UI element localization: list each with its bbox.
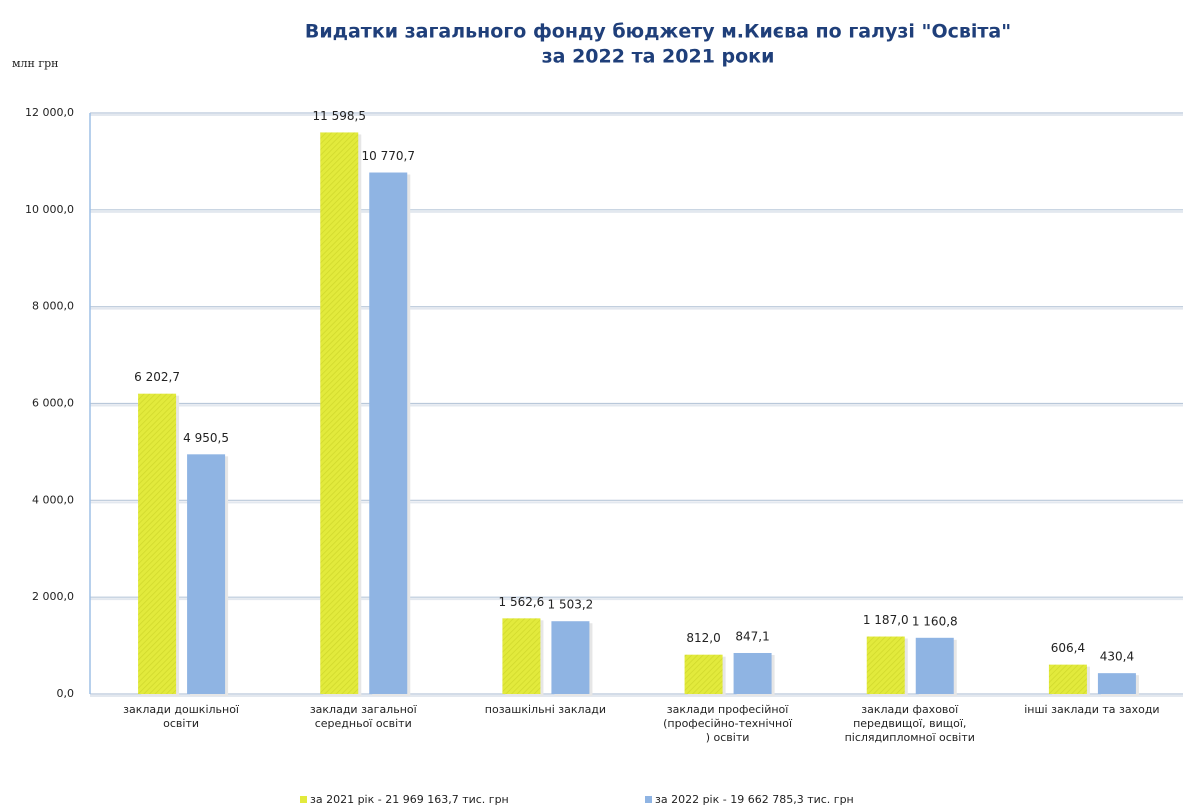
x-tick-line: позашкільні заклади [485,703,606,716]
x-tick-line: інші заклади та заходи [1024,703,1159,716]
x-tick-label: заклади дошкільної освіти [123,703,240,730]
chart-title: Видатки загального фонду бюджету м.Києва… [305,21,1011,43]
x-tick-label: інші заклади та заходи [1024,703,1159,716]
x-tick-line: заклади професійної [667,703,790,716]
y-tick-label: 12 000,0 [25,106,74,119]
bar [1048,664,1087,694]
bar [684,654,723,694]
x-tick-line: середньої освіти [315,717,412,730]
y-tick-label: 10 000,0 [25,203,74,216]
data-label: 1 503,2 [548,598,594,612]
y-tick-label: 4 000,0 [32,493,74,506]
data-label: 11 598,5 [313,109,366,123]
bar [369,172,408,694]
bar [915,637,954,694]
data-label: 430,4 [1100,650,1134,664]
x-tick-label: заклади професійної (професійно-технічної… [663,703,793,744]
y-axis-label: млн грн [12,57,59,70]
bar [320,132,359,695]
chart-subtitle: за 2022 та 2021 роки [542,46,775,68]
x-tick-label: заклади фахової передвищої, вищої, післяди… [845,703,975,744]
bar [733,652,772,694]
legend-label: за 2022 рік - 19 662 785,3 тис. грн [655,793,854,806]
bar [866,636,905,694]
x-tick-line: заклади загальної [310,703,418,716]
legend-swatch [645,796,652,803]
y-tick-label: 6 000,0 [32,397,74,410]
bar [1097,673,1136,694]
bar [551,621,590,694]
data-label: 6 202,7 [134,370,180,384]
x-tick-line: передвищої, вищої, [853,717,966,730]
y-tick-label: 0,0 [57,687,75,700]
data-label: 1 160,8 [912,614,958,628]
x-tick-line: заклади фахової [861,703,959,716]
data-label: 4 950,5 [183,431,229,445]
x-tick-label: позашкільні заклади [485,703,606,716]
x-tick-line: (професійно-технічної [663,717,793,730]
data-label: 812,0 [686,631,720,645]
data-label: 606,4 [1051,641,1085,655]
y-tick-label: 8 000,0 [32,300,74,313]
x-tick-label: заклади загальної середньої освіти [310,703,418,730]
bar [502,618,541,694]
x-tick-line: ) освіти [706,731,750,744]
bar [138,393,177,694]
bar [187,454,226,694]
x-tick-line: освіти [163,717,199,730]
y-tick-label: 2 000,0 [32,590,74,603]
data-label: 847,1 [735,629,769,643]
x-tick-line: заклади дошкільної [123,703,240,716]
legend-label: за 2021 рік - 21 969 163,7 тис. грн [310,793,509,806]
legend-swatch [300,796,307,803]
data-label: 1 562,6 [499,595,545,609]
data-label: 1 187,0 [863,613,909,627]
x-tick-line: післядипломної освіти [845,731,975,744]
data-label: 10 770,7 [362,149,415,163]
